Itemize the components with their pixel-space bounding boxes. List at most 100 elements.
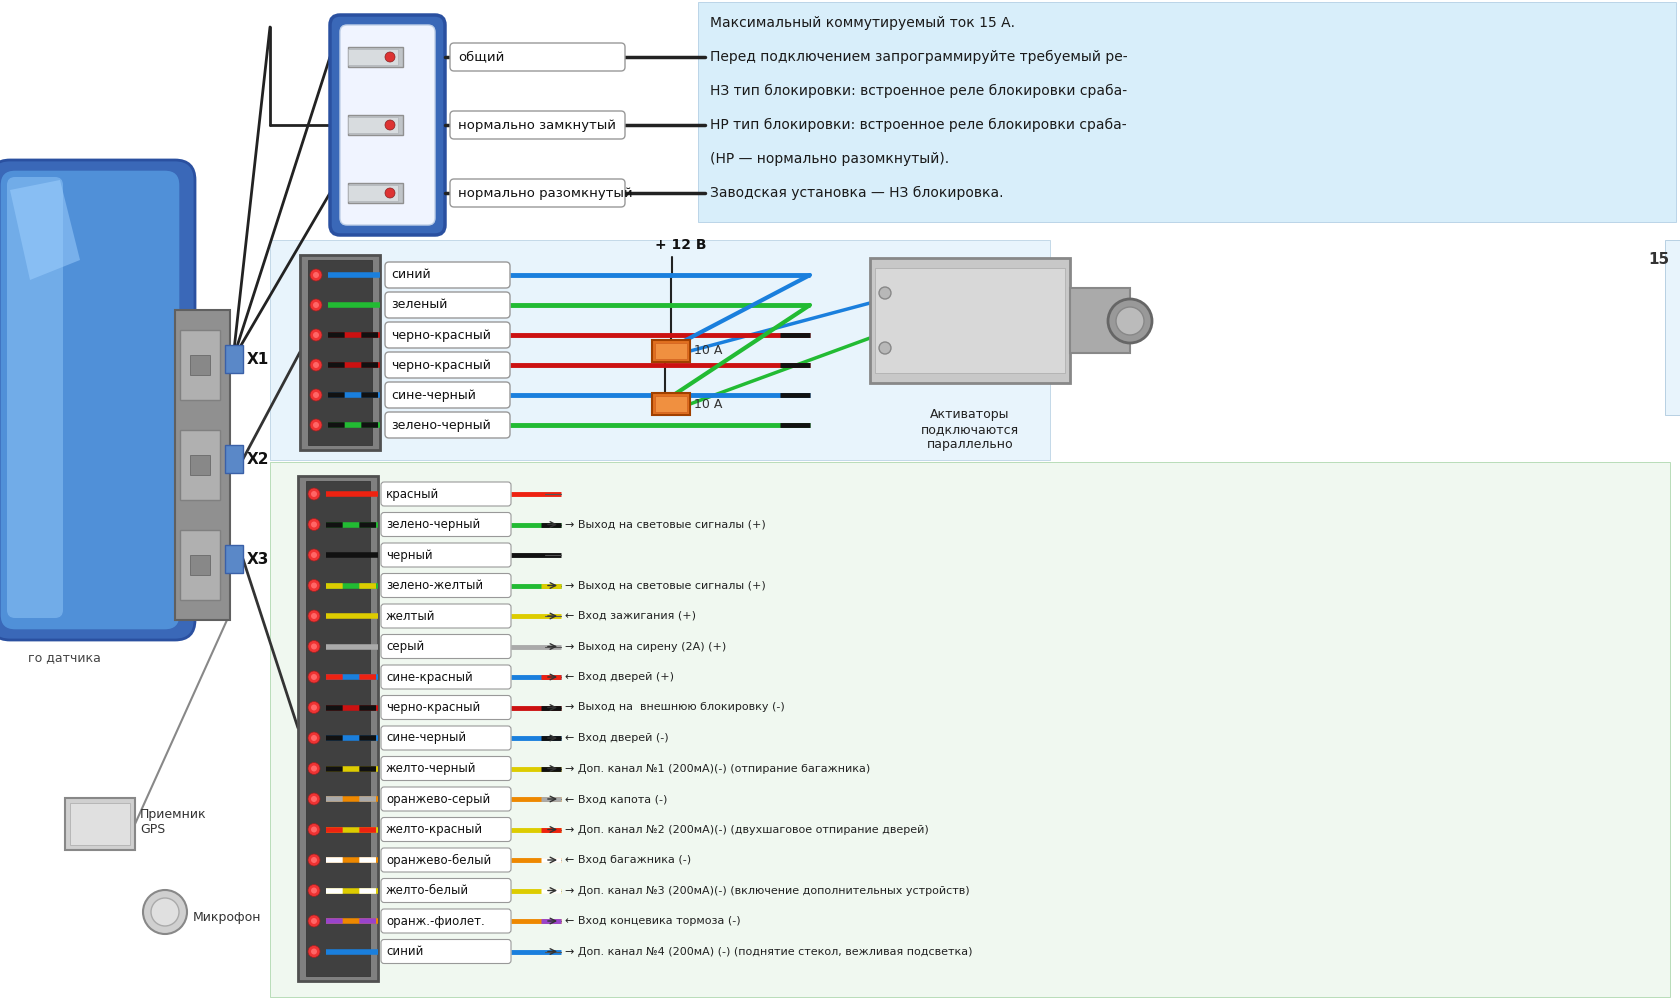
FancyBboxPatch shape (381, 848, 511, 872)
FancyBboxPatch shape (381, 726, 511, 750)
Text: X1: X1 (247, 351, 269, 366)
Circle shape (311, 644, 318, 650)
Bar (655, 343, 687, 359)
Text: оранжево-белый: оранжево-белый (386, 853, 491, 866)
Bar (307, 260, 371, 445)
Text: нормально разомкнутый: нормально разомкнутый (457, 186, 632, 199)
FancyBboxPatch shape (381, 818, 511, 841)
Circle shape (311, 674, 318, 680)
FancyBboxPatch shape (385, 382, 509, 408)
Bar (180, 330, 220, 400)
Bar (225, 345, 244, 373)
Bar (1663, 240, 1680, 415)
Bar (71, 803, 129, 845)
Text: Перед подключением запрограммируйте требуемый ре-: Перед подключением запрограммируйте треб… (709, 50, 1127, 64)
Circle shape (311, 857, 318, 863)
Bar (297, 476, 378, 981)
FancyBboxPatch shape (381, 878, 511, 902)
Text: Микрофон: Микрофон (193, 910, 262, 924)
Circle shape (312, 272, 319, 278)
Circle shape (879, 287, 890, 299)
Circle shape (307, 701, 319, 713)
Bar (348, 185, 398, 201)
FancyBboxPatch shape (385, 292, 509, 318)
Text: желто-черный: желто-черный (386, 762, 475, 775)
Bar (348, 115, 403, 135)
Circle shape (1116, 307, 1144, 335)
Text: ← Вход дверей (-): ← Вход дверей (-) (564, 733, 669, 743)
Circle shape (307, 732, 319, 744)
Circle shape (307, 793, 319, 805)
Circle shape (312, 332, 319, 338)
Text: Приемник
GPS: Приемник GPS (139, 808, 207, 836)
Circle shape (311, 887, 318, 893)
Circle shape (879, 342, 890, 354)
Circle shape (311, 491, 318, 497)
FancyBboxPatch shape (381, 635, 511, 659)
Circle shape (1107, 299, 1151, 343)
Text: общий: общий (457, 50, 504, 63)
Text: ← Вход зажигания (+): ← Вход зажигания (+) (564, 611, 696, 621)
Bar (348, 47, 403, 67)
Circle shape (311, 796, 318, 802)
FancyBboxPatch shape (381, 543, 511, 567)
Text: ← Вход дверей (+): ← Вход дверей (+) (564, 672, 674, 682)
Circle shape (311, 613, 318, 619)
FancyBboxPatch shape (385, 352, 509, 378)
FancyBboxPatch shape (450, 43, 625, 71)
Circle shape (307, 518, 319, 530)
Text: черно-красный: черно-красный (386, 701, 480, 714)
Bar (190, 455, 210, 475)
Text: → Выход на  внешнюю блокировку (-): → Выход на внешнюю блокировку (-) (564, 702, 785, 712)
Circle shape (307, 946, 319, 958)
Bar (1070, 288, 1129, 353)
Text: (НР — нормально разомкнутый).: (НР — нормально разомкнутый). (709, 152, 949, 166)
Text: сине-черный: сине-черный (391, 388, 475, 401)
FancyBboxPatch shape (381, 940, 511, 964)
Text: синий: синий (391, 269, 430, 282)
Bar (175, 310, 230, 620)
Text: серый: серый (386, 640, 423, 653)
Circle shape (143, 890, 186, 934)
Text: ← Вход багажника (-): ← Вход багажника (-) (564, 855, 690, 865)
Text: черно-красный: черно-красный (391, 329, 491, 341)
Circle shape (307, 549, 319, 561)
Bar (348, 183, 403, 203)
Circle shape (307, 854, 319, 866)
FancyBboxPatch shape (339, 25, 435, 225)
Circle shape (307, 579, 319, 592)
Circle shape (311, 827, 318, 833)
Text: Максимальный коммутируемый ток 15 А.: Максимальный коммутируемый ток 15 А. (709, 16, 1015, 30)
Text: + 12 В: + 12 В (655, 238, 706, 252)
Text: НЗ тип блокировки: встроенное реле блокировки сраба-: НЗ тип блокировки: встроенное реле блоки… (709, 83, 1127, 99)
Circle shape (309, 389, 323, 401)
FancyBboxPatch shape (381, 604, 511, 628)
Text: желтый: желтый (386, 610, 435, 623)
Bar (270, 240, 1050, 460)
Circle shape (312, 362, 319, 368)
Bar (652, 393, 689, 415)
Text: → Выход на световые сигналы (+): → Выход на световые сигналы (+) (564, 519, 766, 529)
Text: го датчика: го датчика (29, 652, 101, 665)
Text: Заводская установка — НЗ блокировка.: Заводская установка — НЗ блокировка. (709, 186, 1003, 200)
Circle shape (307, 610, 319, 622)
Circle shape (312, 392, 319, 398)
Bar (697, 2, 1675, 222)
Circle shape (311, 552, 318, 558)
Bar (348, 49, 398, 65)
Text: ← Вход капота (-): ← Вход капота (-) (564, 794, 667, 804)
Text: сине-черный: сине-черный (386, 731, 465, 744)
Text: 15: 15 (1646, 253, 1668, 268)
Text: черный: черный (386, 548, 432, 561)
FancyBboxPatch shape (450, 111, 625, 139)
Text: X2: X2 (247, 452, 269, 467)
Polygon shape (10, 180, 81, 280)
Circle shape (309, 299, 323, 311)
Text: X3: X3 (247, 551, 269, 566)
Circle shape (385, 52, 395, 62)
Text: → Доп. канал №1 (200мА)(-) (отпирание багажника): → Доп. канал №1 (200мА)(-) (отпирание ба… (564, 764, 870, 774)
FancyBboxPatch shape (381, 482, 511, 506)
Bar (190, 355, 210, 375)
Text: → Доп. канал №3 (200мА)(-) (включение дополнительных устройств): → Доп. канал №3 (200мА)(-) (включение до… (564, 885, 969, 895)
Bar (66, 798, 134, 850)
